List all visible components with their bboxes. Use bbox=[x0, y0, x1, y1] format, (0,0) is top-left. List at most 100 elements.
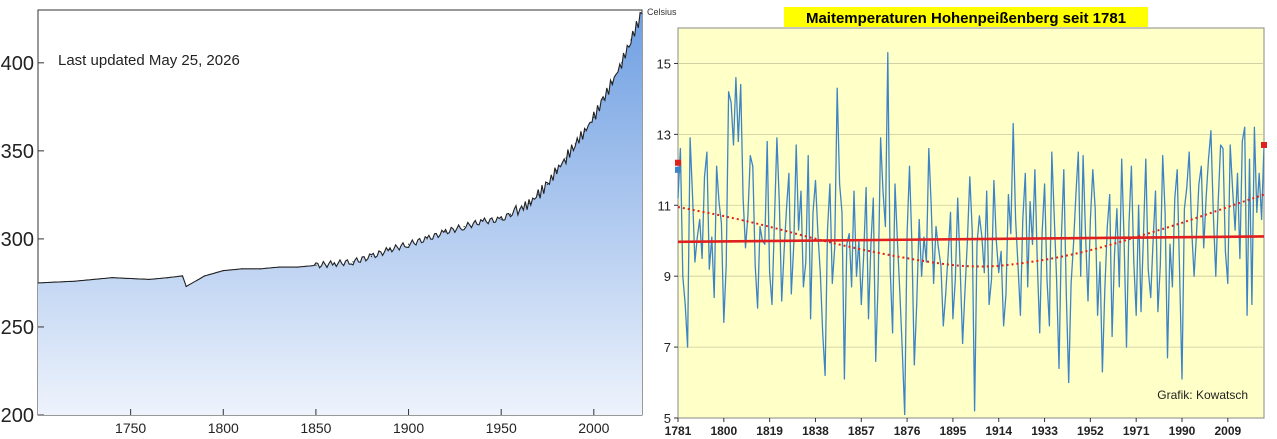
temperature-credit-annotation: Grafik: Kowatsch bbox=[1157, 388, 1248, 402]
temperature-data-point bbox=[981, 236, 983, 238]
temperature-data-point bbox=[1227, 282, 1229, 284]
temperature-x-tick-label: 1990 bbox=[1169, 424, 1196, 438]
temperature-data-point bbox=[735, 77, 737, 79]
temperature-data-point bbox=[733, 144, 734, 146]
temperature-data-point bbox=[950, 211, 951, 213]
temperature-data-point bbox=[913, 364, 915, 366]
temperature-data-point bbox=[986, 190, 988, 192]
co2-y-tick-label: 200 bbox=[1, 405, 34, 427]
co2-data-point bbox=[181, 275, 184, 277]
temperature-data-point bbox=[679, 148, 681, 149]
co2-data-point bbox=[241, 268, 243, 270]
temperature-data-point bbox=[817, 233, 819, 235]
temperature-data-point bbox=[1068, 382, 1070, 383]
temperature-data-point bbox=[916, 304, 918, 305]
temperature-x-tick-label: 1800 bbox=[710, 424, 737, 438]
temperature-data-point bbox=[921, 275, 923, 277]
temperature-data-point bbox=[887, 52, 889, 54]
temperature-data-point bbox=[745, 247, 746, 249]
temperature-data-point bbox=[983, 272, 985, 274]
temperature-title-box bbox=[784, 7, 1148, 27]
temperature-data-point bbox=[1232, 190, 1234, 192]
temperature-data-point bbox=[822, 332, 824, 334]
temperature-chart-panel: 5 7 9 11 13 15 1781 1800 1819 1838 1857 1876 1895 191… bbox=[646, 0, 1277, 439]
temperature-data-point bbox=[1051, 151, 1053, 153]
temperature-data-point bbox=[1253, 126, 1255, 128]
temperature-data-point bbox=[945, 293, 947, 295]
temperature-y-tick-label: 7 bbox=[664, 340, 671, 355]
co2-data-point bbox=[278, 266, 280, 268]
temperature-x-tick-label: 1838 bbox=[802, 424, 829, 438]
co2-data-point bbox=[519, 208, 521, 210]
temperature-data-point bbox=[851, 286, 853, 288]
temperature-data-point bbox=[1203, 247, 1205, 249]
temperature-data-point bbox=[1176, 169, 1178, 171]
temperature-data-point bbox=[1056, 279, 1058, 281]
temperature-data-point bbox=[1114, 254, 1115, 256]
co2-data-point bbox=[315, 264, 317, 266]
temperature-data-point bbox=[959, 265, 961, 266]
temperature-data-point bbox=[694, 261, 696, 263]
temperature-data-point bbox=[1106, 226, 1108, 227]
temperature-data-point bbox=[1097, 314, 1099, 316]
temperature-data-point bbox=[730, 102, 732, 103]
temperature-data-point bbox=[998, 272, 1000, 274]
temperature-data-point bbox=[689, 137, 691, 139]
co2-y-tick-label: 300 bbox=[1, 229, 34, 251]
co2-y-tick-label: 250 bbox=[1, 317, 34, 339]
temperature-data-point bbox=[1082, 155, 1084, 157]
temperature-data-point bbox=[940, 265, 942, 266]
temperature-data-point bbox=[723, 321, 725, 323]
temperature-data-point bbox=[993, 180, 995, 181]
temperature-data-point bbox=[872, 197, 874, 199]
temperature-x-tick-label: 1819 bbox=[756, 424, 783, 438]
co2-data-point bbox=[583, 130, 586, 133]
temperature-data-point bbox=[909, 165, 910, 167]
temperature-data-point bbox=[790, 293, 792, 295]
temperature-data-point bbox=[819, 272, 821, 274]
temperature-plot-background bbox=[677, 27, 1265, 419]
temperature-data-point bbox=[1130, 165, 1132, 167]
temperature-data-point bbox=[962, 343, 964, 344]
temperature-data-point bbox=[834, 247, 836, 249]
temperature-data-point bbox=[711, 236, 713, 238]
temperature-data-point bbox=[1094, 208, 1096, 210]
temperature-data-point bbox=[778, 201, 780, 203]
temperature-data-point bbox=[952, 318, 954, 320]
temperature-data-point bbox=[800, 190, 802, 192]
temperature-data-point bbox=[1155, 190, 1156, 192]
temperature-data-point bbox=[682, 275, 684, 277]
temperature-data-point bbox=[1222, 148, 1224, 149]
temperature-data-point bbox=[829, 183, 831, 185]
co2-data-point bbox=[111, 277, 113, 279]
temperature-data-point bbox=[1179, 272, 1181, 274]
temperature-data-point bbox=[1022, 219, 1024, 220]
temperature-data-point bbox=[1145, 158, 1147, 160]
co2-data-point bbox=[500, 218, 502, 221]
temperature-data-point bbox=[1138, 204, 1140, 206]
temperature-data-point bbox=[846, 243, 848, 245]
temperature-end-marker bbox=[675, 166, 681, 173]
temperature-data-point bbox=[1241, 141, 1243, 142]
temperature-y-tick-label: 5 bbox=[664, 411, 671, 426]
co2-data-point bbox=[389, 248, 391, 251]
temperature-y-tick-label: 11 bbox=[658, 198, 672, 213]
temperature-data-point bbox=[1215, 275, 1217, 277]
temperature-data-point bbox=[1224, 250, 1226, 252]
temperature-data-point bbox=[720, 222, 722, 224]
temperature-data-point bbox=[1256, 211, 1258, 213]
temperature-data-point bbox=[696, 236, 698, 238]
temperature-data-point bbox=[1111, 336, 1113, 337]
temperature-data-point bbox=[991, 279, 992, 281]
temperature-data-point bbox=[1249, 158, 1250, 160]
temperature-data-point bbox=[1128, 222, 1130, 224]
temperature-data-point bbox=[769, 272, 771, 274]
temperature-data-point bbox=[1109, 194, 1111, 196]
co2-data-point bbox=[370, 255, 373, 258]
co2-series-line bbox=[37, 11, 643, 288]
temperature-data-point bbox=[740, 84, 742, 86]
temperature-x-tick-label: 1933 bbox=[1031, 424, 1058, 438]
temperature-data-point bbox=[1188, 151, 1190, 153]
temperature-data-point bbox=[889, 268, 891, 270]
temperature-y-tick-label: 13 bbox=[657, 127, 671, 142]
